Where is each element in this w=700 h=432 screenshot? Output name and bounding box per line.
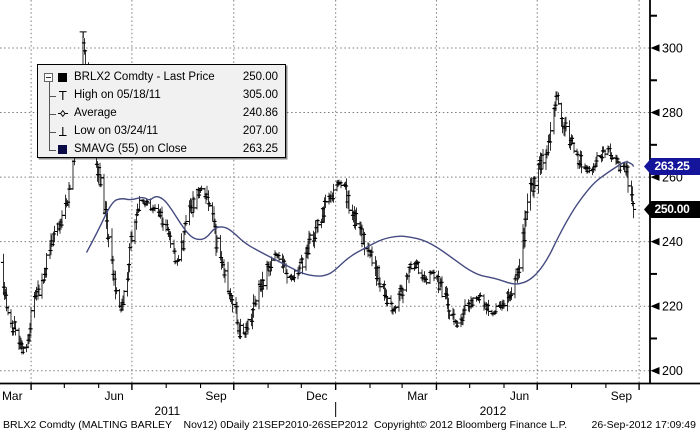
smavg-square-icon (58, 144, 67, 154)
legend-value: 240.86 (242, 107, 278, 119)
svg-text:Dec: Dec (306, 389, 327, 403)
svg-text:2011: 2011 (154, 404, 180, 418)
svg-text:240: 240 (662, 235, 683, 249)
legend-label: BRLX2 Comdty - Last Price (74, 71, 215, 83)
high-annotation-marker (79, 31, 87, 38)
svg-text:Mar: Mar (2, 389, 23, 403)
sma-axis-badge: 263.25 (644, 158, 700, 175)
low-annotation-marker (18, 342, 26, 349)
legend-label: High on 05/18/11 (74, 89, 161, 101)
legend-value: 305.00 (242, 89, 278, 101)
high-marker-icon (59, 90, 67, 100)
low-marker-icon (59, 126, 67, 136)
smavg-line (85, 161, 635, 285)
svg-text:2012: 2012 (480, 404, 507, 418)
security-status-text: BRLX2 Comdty (MALTING BARLEY Nov12) 0Dai… (3, 419, 368, 431)
legend-label: Low on 03/24/11 (74, 125, 159, 137)
svg-text:Sep: Sep (205, 389, 227, 403)
svg-text:Mar: Mar (407, 389, 428, 403)
average-marker-icon (58, 109, 68, 117)
svg-text:220: 220 (662, 300, 683, 314)
svg-text:300: 300 (662, 41, 683, 55)
svg-text:Jun: Jun (104, 389, 123, 403)
legend-row-smavg[interactable]: SMAVG (55) on Close 263.25 (38, 140, 285, 158)
svg-text:200: 200 (662, 364, 683, 378)
gridlines (0, 0, 650, 383)
svg-text:Jun: Jun (510, 389, 529, 403)
last-price-square-icon (58, 72, 67, 82)
legend-box[interactable]: BRLX2 Comdty - Last Price 250.00 High on… (37, 64, 286, 158)
legend-value: 250.00 (242, 71, 278, 83)
legend-row-high[interactable]: High on 05/18/11 305.00 (38, 86, 285, 104)
svg-text:Sep: Sep (611, 389, 633, 403)
copyright-text: Copyright© 2012 Bloomberg Finance L.P. (374, 419, 568, 431)
legend-value: 263.25 (242, 143, 278, 155)
legend-row-last-price[interactable]: BRLX2 Comdty - Last Price 250.00 (38, 68, 285, 86)
legend-row-average[interactable]: Average 240.86 (38, 104, 285, 122)
legend-label: Average (74, 107, 117, 119)
svg-text:280: 280 (662, 106, 683, 120)
last-price-axis-badge: 250.00 (644, 201, 700, 218)
legend-row-low[interactable]: Low on 03/24/11 207.00 (38, 122, 285, 140)
timestamp-text: 26-Sep-2012 17:09:49 (591, 419, 696, 431)
legend-value: 207.00 (242, 125, 278, 137)
legend-label: SMAVG (55) on Close (74, 143, 187, 155)
collapse-icon[interactable] (44, 72, 53, 82)
